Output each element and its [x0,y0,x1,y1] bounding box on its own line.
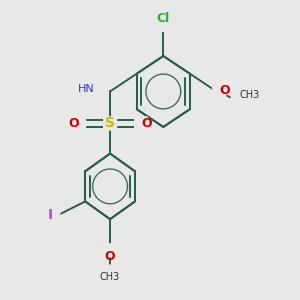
Text: CH3: CH3 [240,90,260,100]
Text: O: O [105,250,116,263]
FancyBboxPatch shape [103,116,117,130]
FancyBboxPatch shape [103,243,117,257]
FancyBboxPatch shape [46,208,60,222]
Text: O: O [219,84,230,97]
FancyBboxPatch shape [212,83,226,98]
Text: Cl: Cl [157,12,170,25]
FancyBboxPatch shape [101,264,119,279]
FancyBboxPatch shape [134,116,148,130]
Text: O: O [68,117,79,130]
Text: O: O [141,117,152,130]
Text: HN: HN [78,84,95,94]
FancyBboxPatch shape [86,82,104,96]
FancyBboxPatch shape [231,88,248,102]
FancyBboxPatch shape [154,18,172,32]
Text: I: I [48,208,53,222]
Text: CH3: CH3 [100,272,120,281]
Text: S: S [105,116,115,130]
FancyBboxPatch shape [72,116,86,130]
